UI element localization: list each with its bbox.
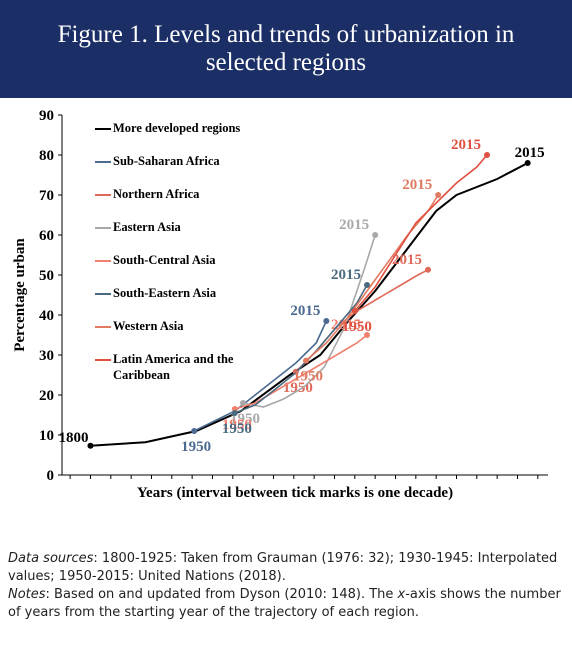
end-label: 2015 [290, 303, 320, 319]
legend-swatch [95, 161, 111, 163]
series-line [234, 334, 368, 410]
legend-entry: More developed regions [95, 120, 275, 153]
chart: 0 10 20 30 40 50 60 70 80 90 Percentage urban Years… [12, 108, 548, 501]
series-point [87, 442, 94, 449]
legend-label: More developed regions [113, 121, 241, 135]
series-point [364, 282, 371, 288]
start-label: 1950 [222, 417, 252, 433]
series-point [191, 428, 198, 434]
start-label: 1950 [181, 439, 211, 455]
end-label: 2015 [339, 217, 369, 233]
legend-swatch [95, 128, 111, 130]
sources: Data sources: 1800-1925: Taken from Grau… [8, 550, 568, 586]
legend-entry: Latin America and the Caribbean [95, 351, 275, 384]
sources-text: : 1800-1925: Taken from Grauman (1976: 3… [8, 551, 558, 584]
legend-swatch [95, 293, 111, 295]
footer: Data sources: 1800-1925: Taken from Grau… [8, 550, 568, 622]
notes-label: Notes [8, 587, 46, 602]
end-label: 2015 [451, 137, 481, 153]
title-banner: Figure 1. Levels and trends of urbanizat… [0, 0, 572, 98]
legend-entry: South-Central Asia [95, 252, 275, 285]
legend-entry: Sub-Saharan Africa [95, 153, 275, 186]
legend-entry: Northern Africa [95, 186, 275, 219]
legend-label: Latin America and the Caribbean [113, 352, 234, 382]
series-point [364, 332, 371, 338]
series-line [193, 320, 328, 432]
notes: Notes: Based on and updated from Dyson (… [8, 586, 568, 622]
start-label: 1950 [230, 411, 260, 427]
series-point [303, 357, 310, 364]
series-point [323, 318, 330, 324]
series-point [231, 410, 238, 416]
legend-swatch [95, 359, 111, 361]
series-point [351, 308, 358, 314]
end-label: 2015 [402, 177, 432, 193]
notes-text: : Based on and updated from Dyson (2010:… [45, 587, 398, 602]
start-label: 1950 [222, 421, 252, 437]
legend-entry: South-Eastern Asia [95, 285, 275, 318]
y-tick-label: 50 [39, 268, 54, 284]
start-label: 1800 [58, 430, 88, 446]
y-tick-label: 60 [39, 228, 54, 244]
legend-label: South-Central Asia [113, 253, 216, 267]
y-tick-label: 80 [39, 148, 54, 164]
end-label: 2015 [331, 267, 361, 283]
start-label: 1950 [342, 319, 372, 335]
x-axis-label: Years (interval between tick marks is on… [137, 485, 453, 501]
series-point [435, 192, 442, 198]
y-tick-label: 30 [39, 348, 54, 364]
legend: More developed regions Sub-Saharan Africa… [95, 120, 275, 384]
legend-swatch [95, 227, 111, 229]
legend-label: Sub-Saharan Africa [113, 154, 220, 168]
end-label: 2015 [392, 252, 422, 268]
y-tick-label: 70 [39, 188, 54, 204]
notes-italic: x [397, 587, 406, 602]
legend-swatch [95, 260, 111, 262]
legend-entry: Western Asia [95, 318, 275, 351]
legend-label: Northern Africa [113, 187, 200, 201]
notes-text: -axis shows the number of years from the… [8, 587, 561, 620]
series-point [425, 266, 432, 273]
y-tick-label: 0 [47, 468, 55, 484]
y-axis-label: Percentage urban [12, 238, 28, 352]
series-line [242, 234, 376, 408]
end-label: 2015 [515, 145, 545, 161]
sources-label: Data sources [8, 551, 94, 566]
legend-label: Eastern Asia [113, 220, 181, 234]
series-point [372, 232, 379, 238]
legend-label: South-Eastern Asia [113, 286, 217, 300]
legend-label: Western Asia [113, 319, 184, 333]
y-tick-label: 40 [39, 308, 54, 324]
legend-swatch [95, 326, 111, 328]
series-line [354, 154, 488, 312]
legend-swatch [95, 194, 111, 196]
start-label: 1950 [293, 369, 323, 385]
y-tick-label: 20 [39, 388, 54, 404]
series-point [483, 152, 490, 158]
chart-title: Figure 1. Levels and trends of urbanizat… [57, 21, 515, 76]
start-label: 1950 [283, 380, 313, 396]
legend-entry: Eastern Asia [95, 219, 275, 252]
series-point [239, 400, 246, 406]
y-tick-label: 90 [39, 108, 54, 124]
y-tick-label: 10 [39, 428, 54, 444]
series-point [524, 160, 531, 166]
